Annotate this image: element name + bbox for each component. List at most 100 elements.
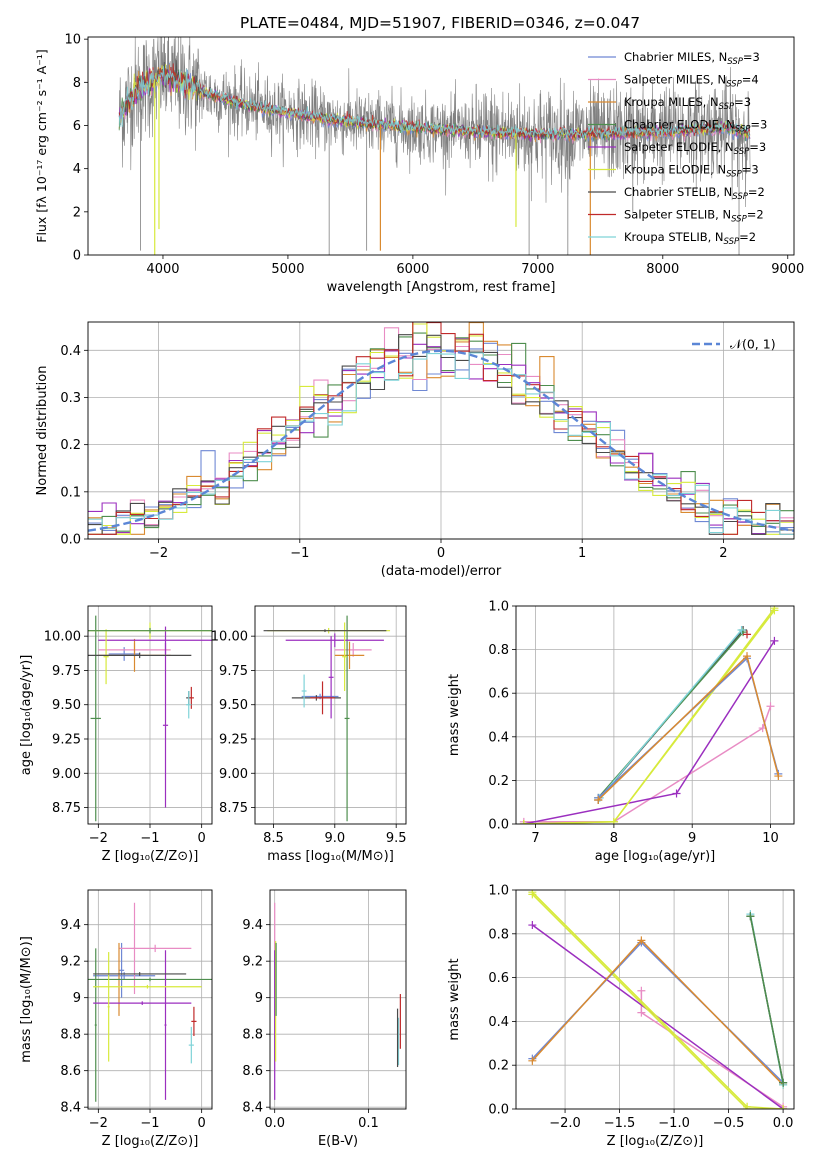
weight-marker <box>743 652 752 661</box>
x-axis-label: age [log₁₀(age/yr)] <box>595 849 716 864</box>
weight-line-salpeter-miles <box>640 990 784 1108</box>
y-tick-label: 0.8 <box>488 643 509 658</box>
y-tick-label: 2 <box>73 205 81 220</box>
x-axis-label: mass [log₁₀(M/M⊙)] <box>267 849 394 864</box>
y-tick-label: 9.00 <box>52 767 81 782</box>
axes-frame <box>87 36 795 256</box>
weight-marker <box>779 1078 788 1087</box>
x-tick-label: 0 <box>198 1116 206 1131</box>
y-tick-label: 10 <box>64 33 81 48</box>
x-tick-label: 0.0 <box>264 1116 285 1131</box>
y-tick-label: 9.75 <box>219 664 248 679</box>
y-axis-label: mass [log₁₀(M/M⊙)] <box>19 936 34 1063</box>
weight-marker <box>743 1105 752 1109</box>
y-tick-label: 0.2 <box>60 438 81 453</box>
plot-area <box>528 890 788 1109</box>
y-tick-label: 1.0 <box>488 884 509 899</box>
axes-frame <box>87 321 795 540</box>
histogram-step-kroupa-stelib <box>88 352 794 535</box>
plot-area <box>88 322 794 535</box>
y-tick-label: 0.8 <box>488 927 509 942</box>
legend-label: 𝒩(0, 1) <box>730 337 776 352</box>
x-tick-label: −2 <box>89 831 108 846</box>
weight-marker <box>770 606 779 615</box>
weight-line-chabrier-elodie <box>749 916 784 1083</box>
figure-title: PLATE=0484, MJD=51907, FIBERID=0346, z=0… <box>240 14 640 32</box>
axes-frame <box>254 605 407 825</box>
x-tick-label: 8000 <box>646 262 679 277</box>
x-tick-label: 0 <box>437 546 445 561</box>
x-tick-label: −1 <box>140 1116 159 1131</box>
y-tick-label: 9.25 <box>219 732 248 747</box>
plot-area <box>519 606 783 824</box>
panel-residuals: −2 −1 0 1 2 0.0 0.1 0.2 0.3 0.4 (data-model)/error… <box>35 321 795 579</box>
weight-marker <box>770 636 779 645</box>
axes-frame <box>269 889 407 1110</box>
y-axis-label: Normed distribution <box>35 366 50 496</box>
legend-label: Kroupa STELIB, NSSP=2 <box>624 230 756 247</box>
weight-marker <box>737 625 746 634</box>
x-tick-label: 9.5 <box>386 831 407 846</box>
y-tick-label: 8.6 <box>60 1064 81 1079</box>
y-tick-label: 9.4 <box>242 918 263 933</box>
y-tick-label: 9 <box>73 991 81 1006</box>
y-tick-label: 0.2 <box>488 774 509 789</box>
weight-marker <box>528 890 537 899</box>
x-tick-label: 5000 <box>271 262 304 277</box>
y-tick-label: 0.0 <box>60 533 81 548</box>
x-tick-label: −2.0 <box>549 1116 581 1131</box>
x-tick-label: 0.1 <box>358 1116 379 1131</box>
x-tick-label: 10 <box>762 831 779 846</box>
x-tick-label: 9 <box>688 831 696 846</box>
y-tick-label: 9.50 <box>219 698 248 713</box>
weight-marker <box>519 820 528 824</box>
axes-frame <box>515 889 795 1110</box>
x-tick-label: 9.0 <box>324 831 345 846</box>
y-tick-label: 0 <box>73 249 81 264</box>
x-tick-label: 6000 <box>396 262 429 277</box>
histogram-step-salpeter-elodie <box>88 338 794 535</box>
weight-marker <box>594 796 603 805</box>
y-tick-label: 0.4 <box>488 730 509 745</box>
x-tick-label: 7000 <box>521 262 554 277</box>
y-tick-label: 9.4 <box>60 918 81 933</box>
x-axis-label: wavelength [Angstrom, rest frame] <box>327 280 556 295</box>
y-tick-label: 9.2 <box>60 955 81 970</box>
y-tick-label: 10.00 <box>211 630 248 645</box>
y-tick-label: 6 <box>73 119 81 134</box>
spectrum-data-line <box>118 37 751 208</box>
panel-weight_vs_age: 7 8 9 10 0.0 0.2 0.4 0.6 0.8 1.0 age [log₁₀(age/yr… <box>447 600 795 864</box>
y-tick-label: 8.75 <box>52 801 81 816</box>
panel-mass_vs_Z: −2 −1 0 8.4 8.6 8.8 9 9.2 9.4 Z [log₁₀(Z/Z⊙)] mass… <box>19 889 213 1149</box>
y-tick-label: 8 <box>73 76 81 91</box>
weight-marker <box>528 921 537 930</box>
y-tick-label: 9.25 <box>52 732 81 747</box>
y-axis-label: mass weight <box>447 674 462 756</box>
y-tick-label: 0.6 <box>488 687 509 702</box>
weight-marker <box>766 702 775 711</box>
x-tick-label: 7 <box>531 831 539 846</box>
y-tick-label: 4 <box>73 162 81 177</box>
axes-frame <box>515 605 795 825</box>
legend-label: Chabrier STELIB, NSSP=2 <box>624 185 765 202</box>
plot-area <box>118 37 751 255</box>
panel-spectrum: 4000 5000 6000 7000 8000 9000 0 2 4 6 8 10 wavelengt… <box>34 33 804 295</box>
y-tick-label: 8.4 <box>242 1101 263 1116</box>
weight-marker <box>746 912 755 921</box>
weight-line-kroupa-elodie <box>531 893 784 1109</box>
y-tick-label: 8.8 <box>242 1028 263 1043</box>
chart-panels: 4000 5000 6000 7000 8000 90000246810wavelengt… <box>19 33 804 1149</box>
plot-area <box>274 902 401 1100</box>
y-tick-label: 9.50 <box>52 698 81 713</box>
y-axis-label: Flux [fλ 10⁻¹⁷ erg cm⁻² s⁻¹ A⁻¹] <box>34 49 49 242</box>
x-tick-label: 8.5 <box>263 831 284 846</box>
weight-marker <box>609 817 618 824</box>
weight-marker <box>672 789 681 798</box>
model-line-kroupa-stelib <box>118 66 751 140</box>
x-axis-label: (data-model)/error <box>381 564 502 579</box>
x-tick-label: −2 <box>89 1116 108 1131</box>
weight-line-kroupa-miles <box>531 939 784 1086</box>
y-tick-label: 9.2 <box>242 955 263 970</box>
x-axis-label: Z [log₁₀(Z/Z⊙)] <box>607 1134 704 1149</box>
